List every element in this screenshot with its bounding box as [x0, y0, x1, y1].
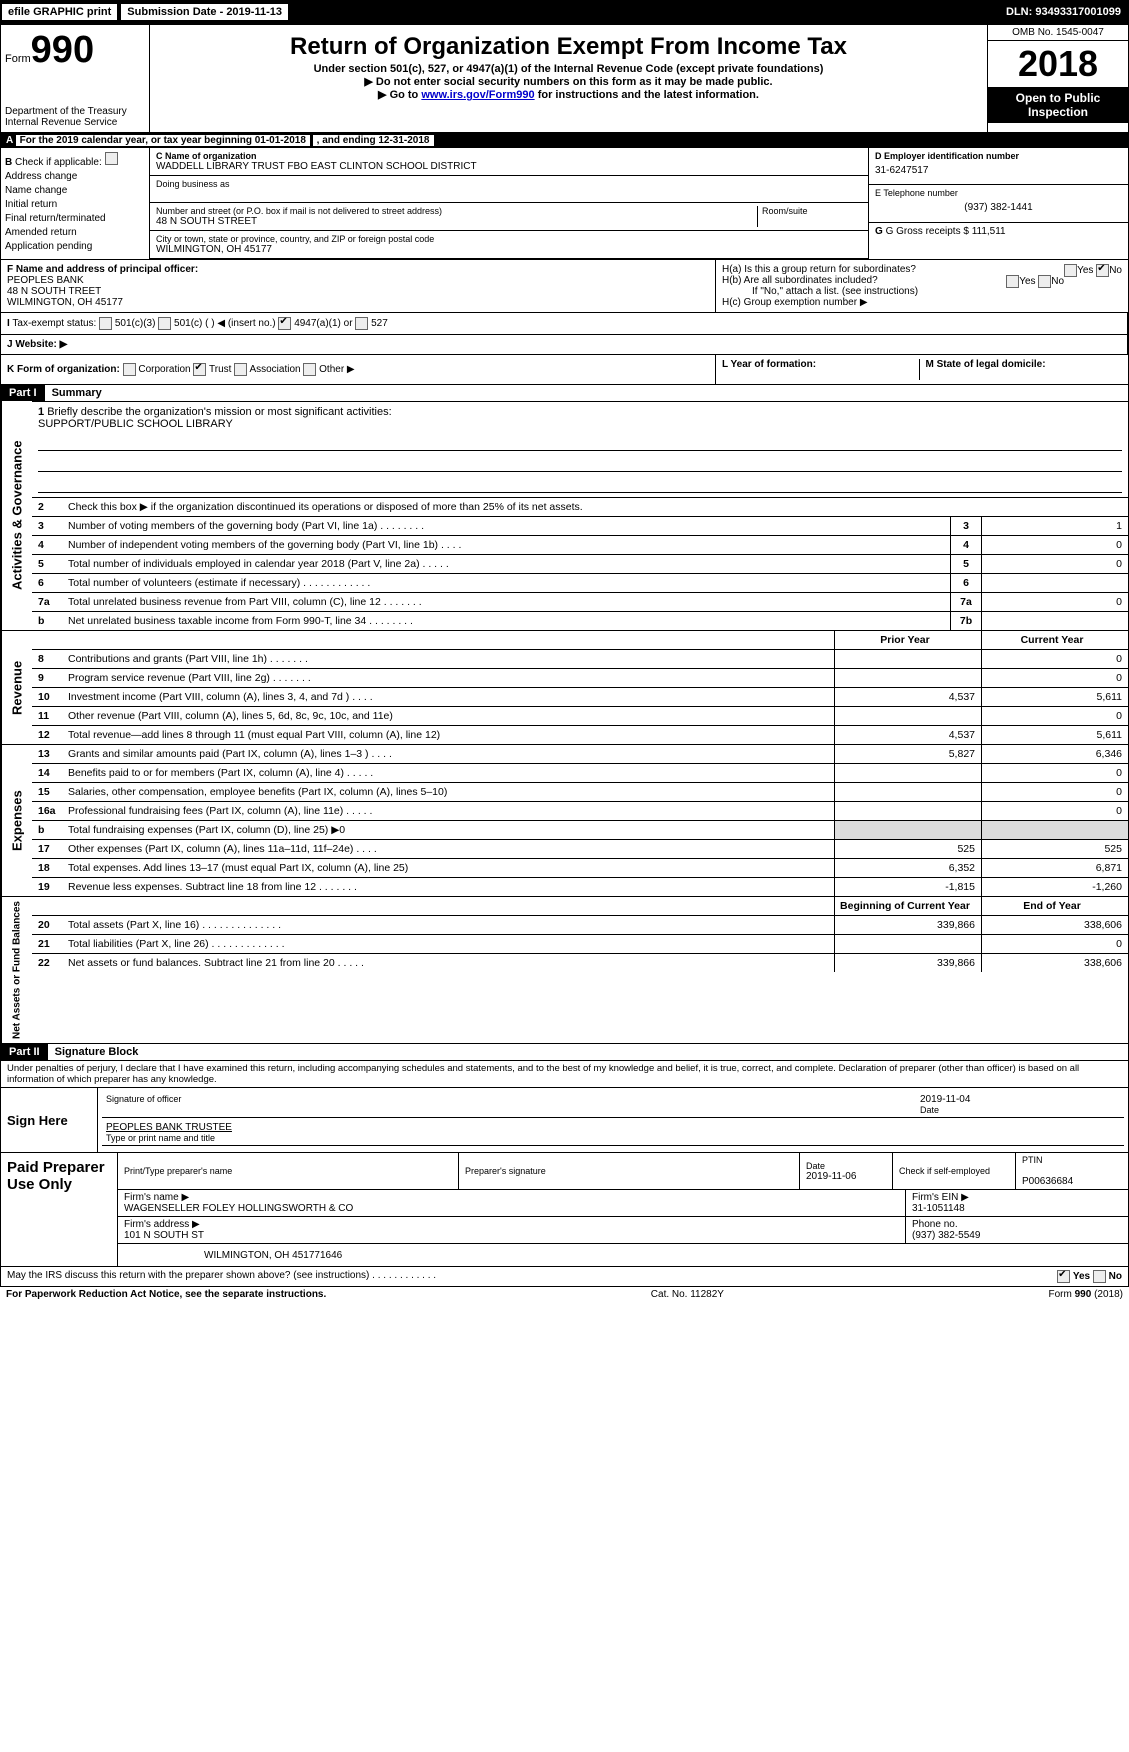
entity-info: B Check if applicable: Address change Na…	[0, 148, 1129, 260]
summary-line: 20Total assets (Part X, line 16) . . . .…	[32, 915, 1128, 934]
firm-name: WAGENSELLER FOLEY HOLLINGSWORTH & CO	[124, 1203, 899, 1214]
form-ref: Form 990 (2018)	[1049, 1289, 1123, 1300]
calendar-year-row: A For the 2019 calendar year, or tax yea…	[0, 133, 1129, 148]
summary-line: 15Salaries, other compensation, employee…	[32, 782, 1128, 801]
note-ssn: ▶ Do not enter social security numbers o…	[156, 75, 981, 88]
tax-year: 2018	[988, 41, 1128, 87]
paid-preparer-label: Paid Preparer Use Only	[1, 1153, 118, 1266]
signature-section: Under penalties of perjury, I declare th…	[0, 1061, 1129, 1287]
summary-line: 13Grants and similar amounts paid (Part …	[32, 745, 1128, 763]
firm-phone: (937) 382-5549	[912, 1230, 1122, 1241]
ein: 31-6247517	[875, 165, 1122, 176]
city-state-zip: WILMINGTON, OH 45177	[156, 244, 862, 255]
discuss-yes-checkbox[interactable]	[1057, 1270, 1070, 1283]
form-org-row: K Form of organization: Corporation Trus…	[0, 355, 1129, 385]
summary-line: 18Total expenses. Add lines 13–17 (must …	[32, 858, 1128, 877]
form-subtitle: Under section 501(c), 527, or 4947(a)(1)…	[156, 63, 981, 75]
discuss-no-checkbox[interactable]	[1093, 1270, 1106, 1283]
summary-line: 9Program service revenue (Part VIII, lin…	[32, 668, 1128, 687]
summary-line: 16aProfessional fundraising fees (Part I…	[32, 801, 1128, 820]
summary-line: 12Total revenue—add lines 8 through 11 (…	[32, 725, 1128, 744]
officer-name: PEOPLES BANK	[7, 275, 709, 286]
efile-label: efile GRAPHIC print	[2, 4, 117, 20]
perjury-text: Under penalties of perjury, I declare th…	[1, 1061, 1128, 1088]
firm-ein: 31-1051148	[912, 1203, 1122, 1214]
officer-addr: 48 N SOUTH TREET WILMINGTON, OH 45177	[7, 286, 709, 308]
omb-number: OMB No. 1545-0047	[988, 25, 1128, 41]
open-public: Open to Public Inspection	[988, 87, 1128, 123]
tax-status-row: I Tax-exempt status: 501(c)(3) 501(c) ( …	[0, 313, 1129, 335]
group-return-ha: H(a) Is this a group return for subordin…	[722, 264, 1122, 275]
summary-line: 11Other revenue (Part VIII, column (A), …	[32, 706, 1128, 725]
sign-here-label: Sign Here	[1, 1088, 98, 1152]
summary-line: bTotal fundraising expenses (Part IX, co…	[32, 820, 1128, 839]
note-link: ▶ Go to www.irs.gov/Form990 for instruct…	[156, 88, 981, 101]
subordinates-hb: H(b) Are all subordinates included? Yes …	[722, 275, 1122, 286]
revenue-label: Revenue	[1, 631, 32, 744]
check-address: Address change	[5, 171, 145, 182]
summary-line: 7aTotal unrelated business revenue from …	[32, 592, 1128, 611]
summary-line: 5Total number of individuals employed in…	[32, 554, 1128, 573]
form-number: 990	[31, 29, 94, 71]
checkbox[interactable]	[105, 152, 118, 165]
summary-line: 6Total number of volunteers (estimate if…	[32, 573, 1128, 592]
summary-line: bNet unrelated business taxable income f…	[32, 611, 1128, 630]
form-header: Form990 Department of the Treasury Inter…	[0, 24, 1129, 133]
part1: Part I Summary Activities & Governance 1…	[0, 385, 1129, 1044]
summary-line: 17Other expenses (Part IX, column (A), l…	[32, 839, 1128, 858]
org-name: WADDELL LIBRARY TRUST FBO EAST CLINTON S…	[156, 161, 862, 172]
officer-title: PEOPLES BANK TRUSTEE	[106, 1122, 1120, 1133]
phone: (937) 382-1441	[875, 202, 1122, 213]
footer: For Paperwork Reduction Act Notice, see …	[0, 1287, 1129, 1302]
netassets-label: Net Assets or Fund Balances	[1, 897, 32, 1043]
expenses-label: Expenses	[1, 745, 32, 896]
governance-label: Activities & Governance	[1, 401, 32, 630]
summary-line: 8Contributions and grants (Part VIII, li…	[32, 649, 1128, 668]
check-pending: Application pending	[5, 241, 145, 252]
gross-receipts: G G Gross receipts $ 111,511	[875, 226, 1122, 237]
check-initial: Initial return	[5, 199, 145, 210]
form-prefix: Form	[5, 53, 31, 65]
summary-line: 4Number of independent voting members of…	[32, 535, 1128, 554]
form-title: Return of Organization Exempt From Incom…	[156, 33, 981, 61]
check-final: Final return/terminated	[5, 213, 145, 224]
submission-date: Submission Date - 2019-11-13	[121, 4, 288, 20]
summary-line: 19Revenue less expenses. Subtract line 1…	[32, 877, 1128, 896]
mission: SUPPORT/PUBLIC SCHOOL LIBRARY	[38, 418, 233, 430]
part2: Part II Signature Block	[0, 1044, 1129, 1061]
summary-line: 22Net assets or fund balances. Subtract …	[32, 953, 1128, 972]
irs-link[interactable]: www.irs.gov/Form990	[421, 89, 534, 101]
officer-group-row: F Name and address of principal officer:…	[0, 260, 1129, 313]
top-bar: efile GRAPHIC print Submission Date - 20…	[0, 0, 1129, 24]
summary-line: 10Investment income (Part VIII, column (…	[32, 687, 1128, 706]
ptin: P00636684	[1022, 1176, 1122, 1187]
website-row: J Website: ▶	[0, 335, 1129, 355]
department: Department of the Treasury Internal Reve…	[5, 106, 145, 128]
group-exemption-hc: H(c) Group exemption number ▶	[722, 297, 1122, 308]
check-name: Name change	[5, 185, 145, 196]
summary-line: 14Benefits paid to or for members (Part …	[32, 763, 1128, 782]
check-amended: Amended return	[5, 227, 145, 238]
summary-line: 21Total liabilities (Part X, line 26) . …	[32, 934, 1128, 953]
summary-line: 3Number of voting members of the governi…	[32, 516, 1128, 535]
dln: DLN: 93493317001099	[1006, 6, 1129, 18]
street-address: 48 N SOUTH STREET	[156, 216, 757, 227]
